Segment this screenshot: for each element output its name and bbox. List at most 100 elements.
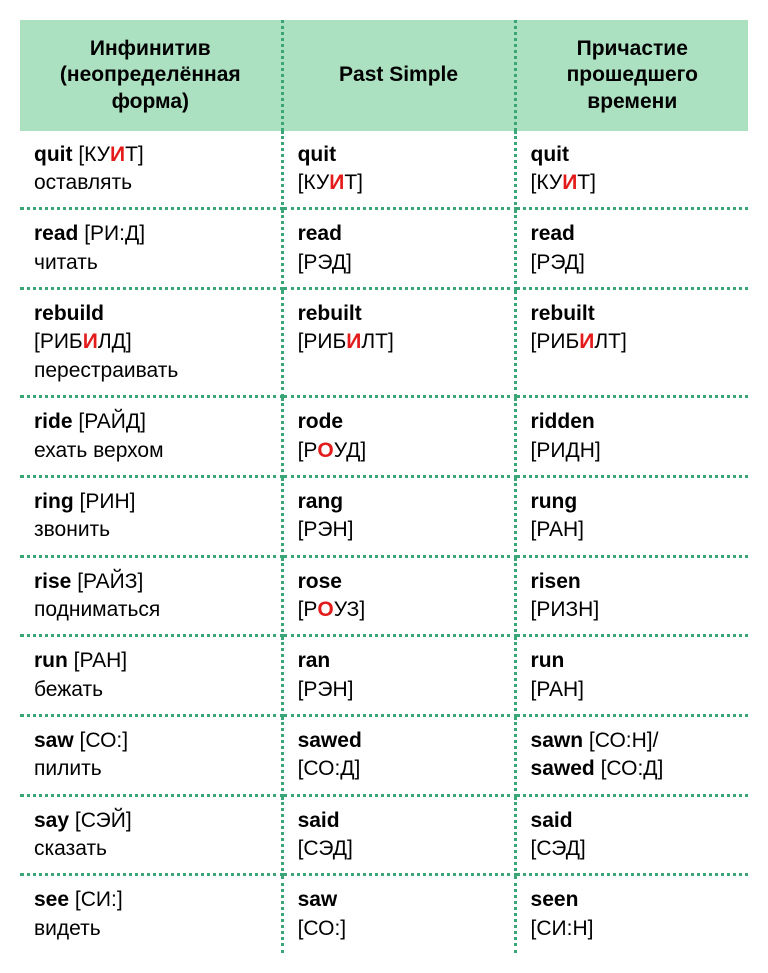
verb-word: said xyxy=(298,809,340,832)
transcription: [СЭД] xyxy=(298,837,353,860)
table-row: run [РАН] бежать ran[РЭН]run[РАН] xyxy=(20,636,748,716)
irregular-verbs-table: Инфинитив (неопределённая форма) Past Si… xyxy=(20,20,748,953)
transcription: [РЭД] xyxy=(298,251,352,274)
transcription: [СЭД] xyxy=(531,837,586,860)
verb-word: ring xyxy=(34,490,74,513)
transcription: [РОУД] xyxy=(298,439,367,462)
stressed-letter: И xyxy=(579,330,594,353)
transcription: [РЭД] xyxy=(531,251,585,274)
translation: бежать xyxy=(34,676,267,704)
verb-word: rise xyxy=(34,570,71,593)
transcription: [РИБИЛД] xyxy=(34,330,132,353)
verb-word-alt: sawed xyxy=(531,757,595,780)
table-row: ride [РАЙД] ехать верхом rode [РОУД] ridden[… xyxy=(20,397,748,477)
table-row: quit [КУИТ]оставлятьquit[КУИТ]quit[КУИТ] xyxy=(20,131,748,209)
verb-word: saw xyxy=(298,888,338,911)
table-cell: said [СЭД] xyxy=(515,795,748,875)
table-cell: rise [РАЙЗ]подниматься xyxy=(20,556,282,636)
verb-word: saw xyxy=(34,729,74,752)
table-row: saw [СО:]пилитьsawed[СО:Д]sawn [СО:Н]/sa… xyxy=(20,715,748,795)
table-cell: rode [РОУД] xyxy=(282,397,515,477)
translation: сказать xyxy=(34,835,267,863)
verb-word: read xyxy=(531,222,575,245)
table-cell: read [РЭД] xyxy=(515,209,748,289)
transcription: [СИ:Н] xyxy=(531,917,594,940)
transcription: [СИ:] xyxy=(75,888,123,911)
transcription: [КУИТ] xyxy=(531,171,596,194)
translation: читать xyxy=(34,249,267,277)
col-header-past-simple: Past Simple xyxy=(282,20,515,131)
transcription: [РАЙД] xyxy=(78,410,146,433)
verb-word: ride xyxy=(34,410,73,433)
verb-word: rung xyxy=(531,490,578,513)
verb-word: read xyxy=(298,222,342,245)
transcription: [РАН] xyxy=(531,678,584,701)
verb-word: run xyxy=(34,649,68,672)
table-cell: quit [КУИТ]оставлять xyxy=(20,131,282,209)
transcription: [СО:] xyxy=(298,917,347,940)
table-row: say [СЭЙ]сказатьsaid[СЭД]said[СЭД] xyxy=(20,795,748,875)
table-cell: rebuilt [РИБИЛТ] xyxy=(282,289,515,397)
table-header-row: Инфинитив (неопределённая форма) Past Si… xyxy=(20,20,748,131)
stressed-letter: И xyxy=(329,171,344,194)
translation: пилить xyxy=(34,755,267,783)
verb-word: rebuild xyxy=(34,302,104,325)
col-header-past-participle: Причастие прошедшего времени xyxy=(515,20,748,131)
transcription: [РАЙЗ] xyxy=(77,570,143,593)
transcription: [РИЗН] xyxy=(531,598,600,621)
table-cell: rung [РАН] xyxy=(515,476,748,556)
translation: звонить xyxy=(34,516,267,544)
transcription: [РИБИЛТ] xyxy=(298,330,394,353)
table-cell: said [СЭД] xyxy=(282,795,515,875)
table-row: ring [РИН]звонитьrang[РЭН]rung[РАН] xyxy=(20,476,748,556)
transcription: [РОУЗ] xyxy=(298,598,366,621)
verb-word: rebuilt xyxy=(531,302,595,325)
transcription: [РАН] xyxy=(74,649,127,672)
transcription: [РИ:Д] xyxy=(84,222,145,245)
verb-word: quit xyxy=(298,143,336,166)
verb-word: rode xyxy=(298,410,344,433)
table-row: see [СИ:] видеть saw [СО:] seen [СИ:Н] xyxy=(20,875,748,953)
stressed-letter: И xyxy=(83,330,98,353)
verb-word: quit xyxy=(531,143,569,166)
transcription: [СЭЙ] xyxy=(75,809,132,832)
verb-word: rang xyxy=(298,490,344,513)
stressed-letter: О xyxy=(317,439,333,462)
stressed-letter: И xyxy=(110,143,125,166)
verb-word: said xyxy=(531,809,573,832)
translation: оставлять xyxy=(34,169,267,197)
table-cell: run[РАН] xyxy=(515,636,748,716)
table-cell: rebuilt [РИБИЛТ] xyxy=(515,289,748,397)
table-cell: ran[РЭН] xyxy=(282,636,515,716)
verb-word: ridden xyxy=(531,410,595,433)
transcription: [РИБИЛТ] xyxy=(531,330,627,353)
table-cell: saw [СО:] xyxy=(282,875,515,953)
verb-word: ran xyxy=(298,649,331,672)
translation: видеть xyxy=(34,915,267,943)
table-cell: ride [РАЙД] ехать верхом xyxy=(20,397,282,477)
transcription: [СО:Д] xyxy=(298,757,361,780)
translation: ехать верхом xyxy=(34,437,267,465)
table-cell: see [СИ:] видеть xyxy=(20,875,282,953)
verb-word: sawed xyxy=(298,729,362,752)
table-cell: run [РАН] бежать xyxy=(20,636,282,716)
verb-word: rebuilt xyxy=(298,302,362,325)
table-cell: seen [СИ:Н] xyxy=(515,875,748,953)
table-row: rise [РАЙЗ]подниматьсяrose[РОУЗ]risen[РИ… xyxy=(20,556,748,636)
translation: перестраивать xyxy=(34,359,178,382)
verb-word: sawn xyxy=(531,729,584,752)
transcription: [РАН] xyxy=(531,518,584,541)
transcription: [СО:Д] xyxy=(601,757,664,780)
transcription: [СО:] xyxy=(80,729,129,752)
verb-word: seen xyxy=(531,888,579,911)
table-cell: rebuild [РИБИЛД] перестраивать xyxy=(20,289,282,397)
verb-word: read xyxy=(34,222,78,245)
table-cell: risen[РИЗН] xyxy=(515,556,748,636)
table-cell: saw [СО:] пилить xyxy=(20,715,282,795)
verb-word: see xyxy=(34,888,69,911)
table-cell: ridden[РИДН] xyxy=(515,397,748,477)
stressed-letter: И xyxy=(346,330,361,353)
transcription: [РИН] xyxy=(80,490,136,513)
table-body: quit [КУИТ]оставлятьquit[КУИТ]quit[КУИТ]… xyxy=(20,131,748,953)
table-cell: ring [РИН] звонить xyxy=(20,476,282,556)
